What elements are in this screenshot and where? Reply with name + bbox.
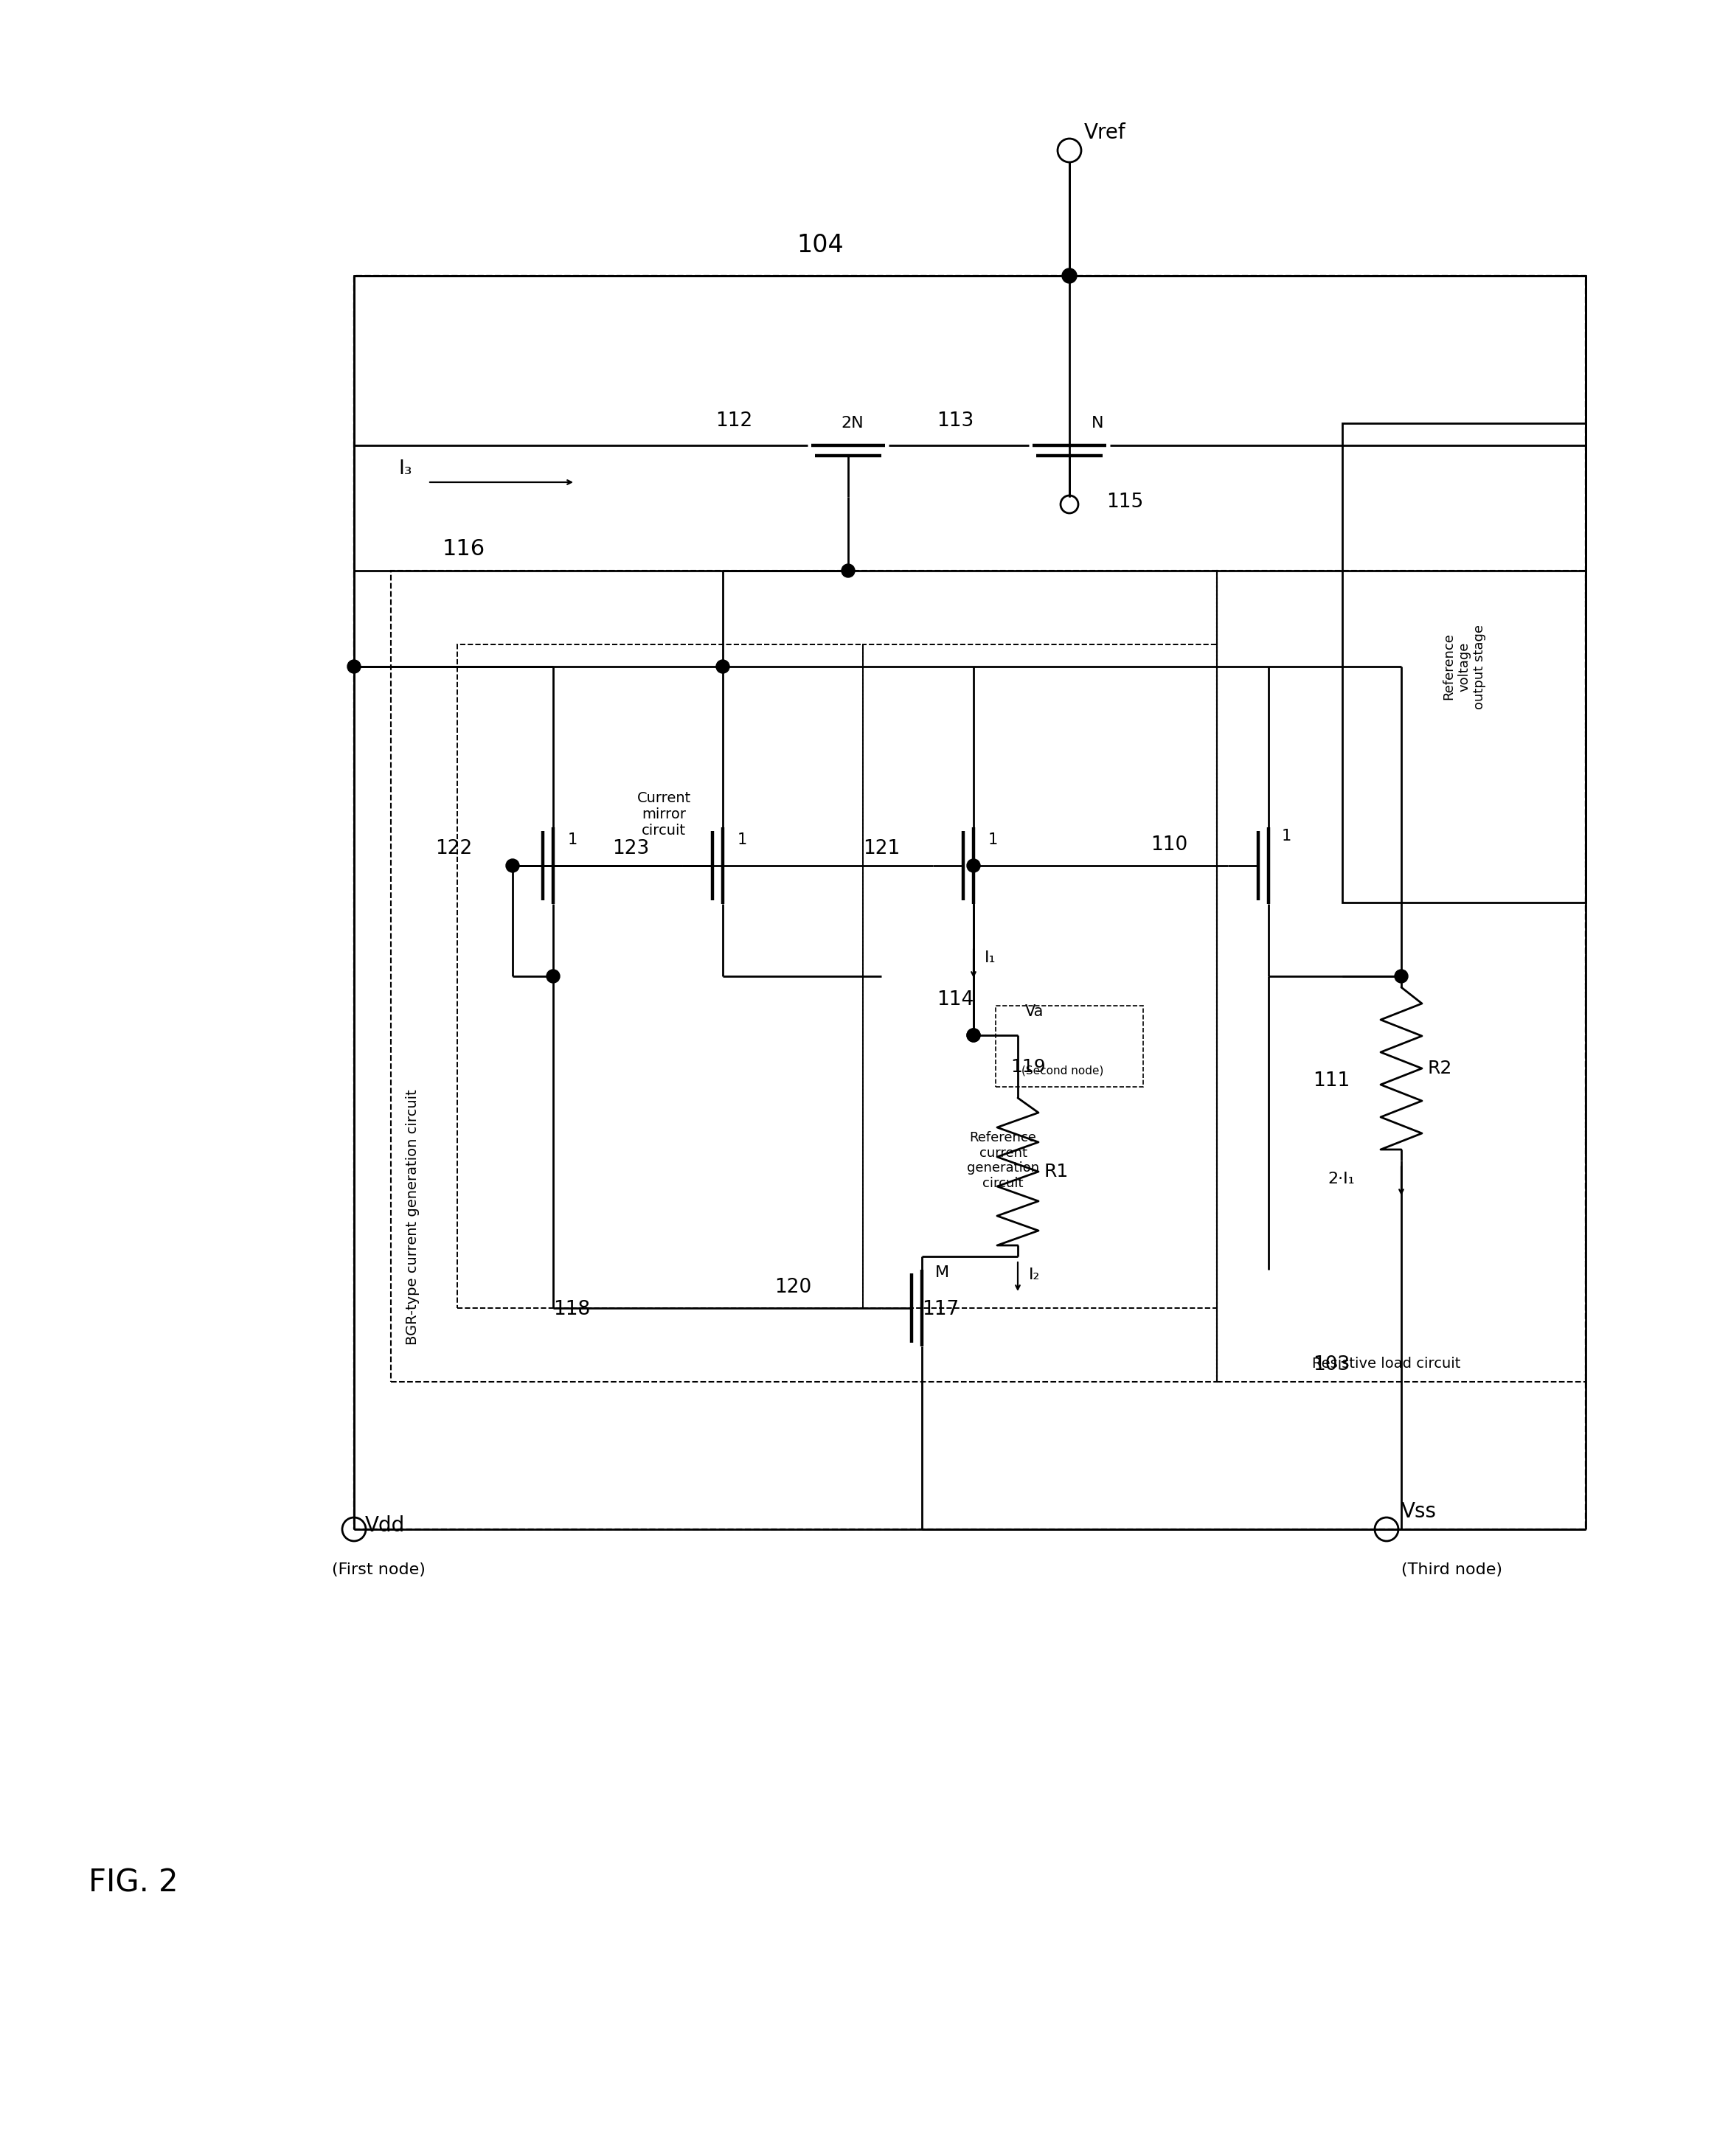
Text: N: N	[1092, 416, 1104, 431]
Text: 104: 104	[797, 233, 843, 257]
Bar	[996, 1005, 1143, 1087]
Bar	[1342, 423, 1585, 903]
Text: (Third node): (Third node)	[1402, 1563, 1503, 1578]
Text: R1: R1	[1044, 1162, 1068, 1181]
Text: 1: 1	[737, 832, 747, 847]
Text: 118: 118	[554, 1300, 590, 1319]
Text: FIG. 2: FIG. 2	[89, 1867, 178, 1897]
Circle shape	[967, 1028, 980, 1041]
Text: 1: 1	[567, 832, 578, 847]
Text: R2: R2	[1428, 1059, 1452, 1078]
Bar	[458, 645, 862, 1309]
Text: 103: 103	[1313, 1356, 1351, 1373]
Text: Vdd: Vdd	[365, 1516, 405, 1535]
Text: Vss: Vss	[1402, 1501, 1436, 1522]
Text: BGR-type current generation circuit: BGR-type current generation circuit	[406, 1089, 420, 1345]
Circle shape	[967, 858, 980, 873]
Text: Reference
voltage
output stage: Reference voltage output stage	[1441, 625, 1486, 709]
Circle shape	[842, 565, 855, 578]
Text: 119: 119	[1011, 1059, 1046, 1076]
Circle shape	[547, 970, 560, 983]
Text: 116: 116	[442, 539, 485, 561]
Text: 122: 122	[435, 839, 471, 858]
Text: 111: 111	[1313, 1072, 1351, 1091]
Text: 2N: 2N	[842, 416, 864, 431]
Circle shape	[1063, 267, 1076, 282]
Text: I₂: I₂	[1028, 1268, 1040, 1283]
Circle shape	[506, 858, 519, 873]
Circle shape	[348, 660, 360, 673]
Text: Reference
current
generation
circuit: Reference current generation circuit	[967, 1132, 1039, 1190]
Bar	[1217, 571, 1585, 1382]
Bar	[862, 645, 1217, 1309]
Circle shape	[967, 1028, 980, 1041]
Text: I₃: I₃	[398, 459, 411, 479]
Text: 113: 113	[936, 412, 974, 431]
Text: 1: 1	[989, 832, 998, 847]
Text: Current
mirror
circuit: Current mirror circuit	[638, 791, 691, 837]
Text: 110: 110	[1150, 834, 1188, 854]
Text: 120: 120	[775, 1279, 811, 1298]
Text: 121: 121	[862, 839, 900, 858]
Text: 117: 117	[922, 1300, 958, 1319]
Text: M: M	[936, 1266, 950, 1281]
Circle shape	[716, 660, 730, 673]
Text: Resistive load circuit: Resistive load circuit	[1313, 1356, 1460, 1371]
Text: 1: 1	[1282, 828, 1292, 843]
Text: 115: 115	[1106, 492, 1143, 511]
Text: I₁: I₁	[984, 951, 996, 966]
Text: 112: 112	[715, 412, 752, 431]
Bar	[391, 571, 1217, 1382]
Text: (First node): (First node)	[333, 1563, 425, 1578]
Text: 2·I₁: 2·I₁	[1328, 1171, 1354, 1186]
Bar	[355, 276, 1585, 571]
Text: Vref: Vref	[1085, 123, 1126, 142]
Text: Va: Va	[1025, 1005, 1044, 1020]
Text: 114: 114	[936, 990, 974, 1009]
Text: (Second node): (Second node)	[1022, 1065, 1104, 1076]
Bar	[355, 276, 1585, 1529]
Circle shape	[1395, 970, 1407, 983]
Text: 123: 123	[612, 839, 650, 858]
